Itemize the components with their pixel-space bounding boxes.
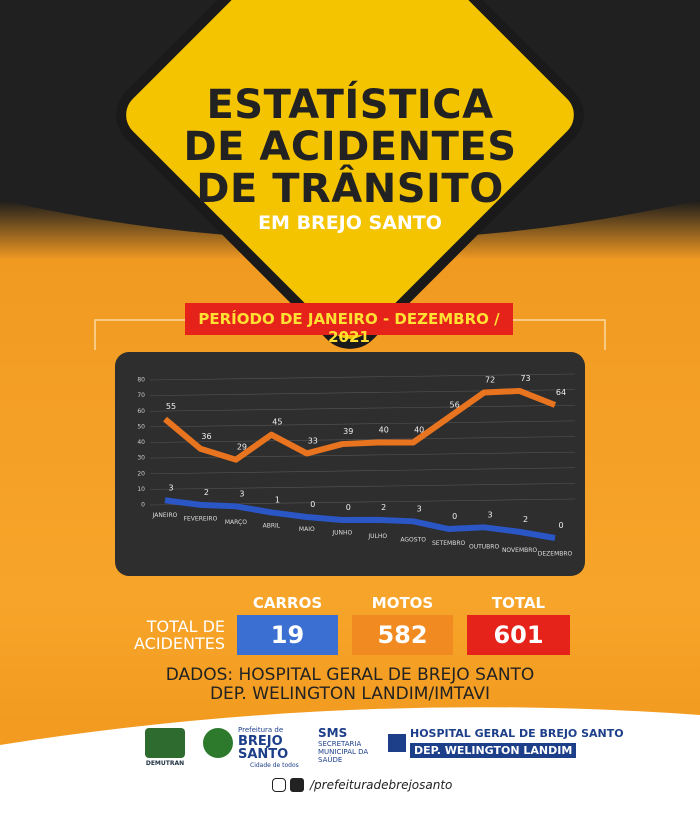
title-line: ESTATÍSTICA <box>206 82 494 128</box>
data-label: 0 <box>310 500 315 509</box>
y-tick-label: 70 <box>137 392 145 399</box>
data-label: 64 <box>556 388 566 397</box>
chart-box <box>115 352 585 576</box>
total-header: MOTOS <box>371 594 434 612</box>
data-label: 2 <box>204 488 209 497</box>
y-tick-label: 30 <box>137 455 145 462</box>
x-tick-label: OUTUBRO <box>469 544 499 551</box>
data-label: 2 <box>381 503 386 512</box>
grid-line <box>149 436 576 443</box>
data-label: 3 <box>417 504 422 513</box>
total-header: TOTAL <box>491 594 546 612</box>
data-label: 0 <box>558 521 563 530</box>
total-value: 601 <box>493 621 544 649</box>
grid-line <box>149 404 576 412</box>
y-tick-label: 20 <box>137 470 145 477</box>
data-label: 73 <box>520 374 530 383</box>
data-label: 3 <box>488 510 493 519</box>
data-label: 56 <box>450 401 460 410</box>
period-banner <box>185 303 513 335</box>
data-label: 33 <box>308 436 318 445</box>
box-motos <box>352 615 453 655</box>
data-label: 0 <box>346 503 351 512</box>
y-tick-label: 10 <box>137 486 145 493</box>
y-tick-label: 40 <box>137 439 145 446</box>
source-line: DEP. WELINGTON LANDIM/IMTAVI <box>209 684 491 704</box>
sms-full: SECRETARIA MUNICIPAL DA SAÚDE <box>318 740 369 764</box>
data-label: 0 <box>452 512 457 521</box>
data-label: 39 <box>343 427 353 436</box>
sms: SMS <box>318 726 348 740</box>
x-tick-label: SETEMBRO <box>432 540 466 547</box>
grid-line <box>149 420 576 428</box>
title-line: DE ACIDENTES <box>183 124 517 170</box>
totals-label: TOTAL DE ACIDENTES <box>134 617 225 653</box>
demutran: DEMUTRAN <box>145 760 185 767</box>
x-tick-label: JULHO <box>367 533 387 540</box>
series-line <box>164 497 556 541</box>
x-tick-label: JUNHO <box>331 530 352 537</box>
prefeitura-emblem <box>203 728 233 758</box>
total-value: 582 <box>377 621 428 649</box>
data-label: 3 <box>168 483 173 492</box>
hospital-sub: DEP. WELINGTON LANDIM <box>410 743 577 758</box>
box-total <box>467 615 570 655</box>
prefeitura-top: Prefeitura de <box>238 726 284 734</box>
x-tick-label: MAIO <box>299 526 315 533</box>
x-tick-label: FEVEREIRO <box>184 516 218 523</box>
series-line <box>163 387 557 463</box>
y-tick-label: 60 <box>137 408 145 415</box>
title-line: DE TRÂNSITO <box>196 166 504 212</box>
prefeitura-slogan: Cidade de todos <box>250 762 299 769</box>
data-label: 55 <box>166 402 176 411</box>
data-label: 40 <box>379 426 389 435</box>
demutran-badge <box>145 728 185 758</box>
data-label: 3 <box>239 489 244 498</box>
hospital-name: HOSPITAL GERAL DE BREJO SANTO <box>410 727 624 740</box>
data-label: 29 <box>237 443 247 452</box>
social: /prefeituradebrejosanto <box>310 778 453 792</box>
x-tick-label: MARÇO <box>225 519 247 526</box>
data-label: 45 <box>272 418 282 427</box>
y-tick-label: 80 <box>137 377 145 384</box>
total-header: CARROS <box>252 594 323 612</box>
data-label: 72 <box>485 376 495 385</box>
x-tick-label: ABRIL <box>263 523 281 530</box>
grid-line <box>149 373 576 381</box>
data-label: 2 <box>523 515 528 524</box>
x-tick-label: DEZEMBRO <box>538 551 573 558</box>
data-label: 40 <box>414 426 424 435</box>
grid-line <box>149 467 576 475</box>
data-label: 1 <box>275 495 280 504</box>
y-tick-label: 50 <box>137 423 145 430</box>
hospital-icon <box>388 734 406 752</box>
facebook-icon <box>290 778 304 792</box>
y-tick-label: 0 <box>141 502 145 509</box>
grid-line <box>149 483 576 490</box>
x-tick-label: AGOSTO <box>400 537 426 544</box>
source-line: DADOS: HOSPITAL GERAL DE BREJO SANTO <box>165 665 535 685</box>
warning-sign <box>116 0 584 349</box>
data-label: 36 <box>201 432 211 441</box>
subtitle: EM BREJO SANTO <box>258 212 442 234</box>
x-tick-label: NOVEMBRO <box>502 547 537 554</box>
x-tick-label: JANEIRO <box>152 512 178 519</box>
total-value: 19 <box>270 621 305 649</box>
instagram-icon <box>272 778 286 792</box>
prefeitura-name: BREJO SANTO <box>238 734 289 762</box>
period: PERÍODO DE JANEIRO - DEZEMBRO / 2021 <box>198 310 500 346</box>
box-carros <box>237 615 338 655</box>
